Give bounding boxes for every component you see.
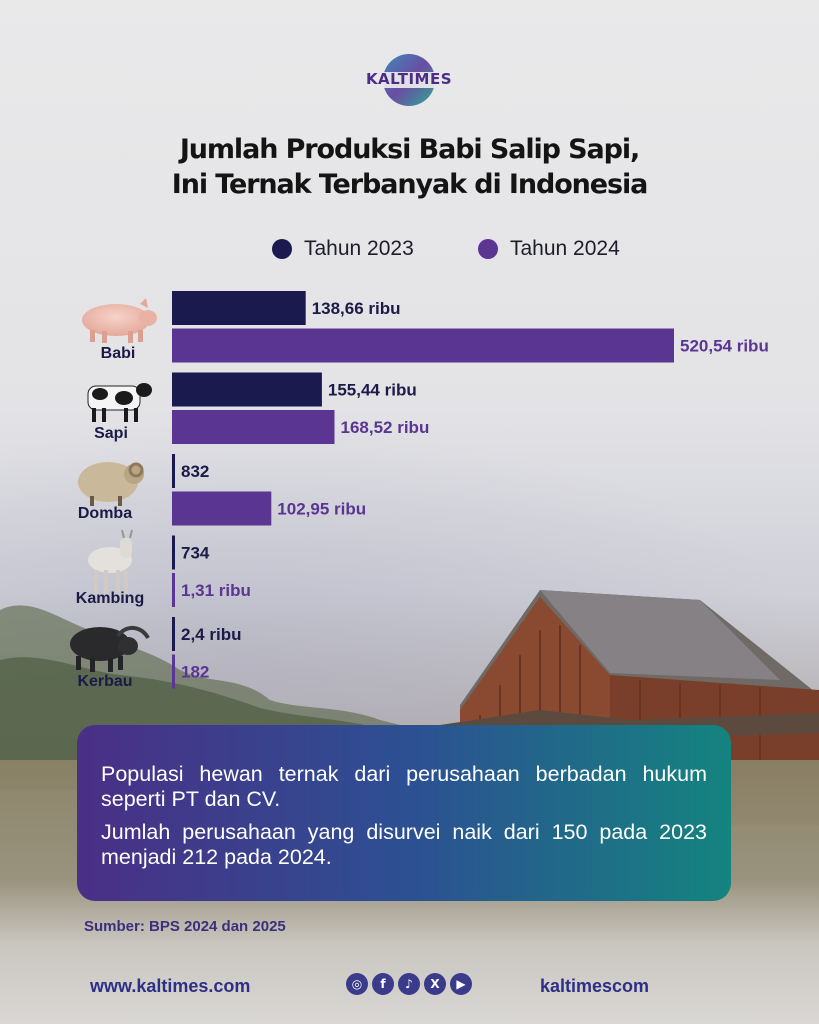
logo-globe-icon <box>349 54 469 106</box>
data-label-domba-2023: 832 <box>181 462 209 481</box>
bar-babi-2023 <box>172 291 306 325</box>
data-label-sapi-2023: 155,44 ribu <box>328 381 417 400</box>
legend-item-2023: Tahun 2023 <box>272 236 414 262</box>
legend-label-2023: Tahun 2023 <box>304 237 414 260</box>
legend-item-2024: Tahun 2024 <box>478 236 620 262</box>
bar-kerbau-2024 <box>172 654 175 689</box>
data-label-kambing-2024: 1,31 ribu <box>181 581 251 600</box>
kaltimes-logo: KALTIMES <box>349 52 469 108</box>
data-label-kerbau-2023: 2,4 ribu <box>181 625 241 644</box>
website-link[interactable]: www.kaltimes.com <box>90 976 251 996</box>
cow-icon <box>87 383 152 422</box>
pig-icon <box>82 298 157 343</box>
info-paragraph-1: Populasi hewan ternak dari perusahaan be… <box>101 762 707 811</box>
data-label-babi-2023: 138,66 ribu <box>312 299 401 318</box>
bar-sapi-2023 <box>172 372 322 407</box>
bar-kerbau-2023 <box>172 617 175 651</box>
legend-swatch-2024 <box>478 239 498 259</box>
social-handle[interactable]: kaltimescom <box>540 976 650 996</box>
data-label-babi-2024: 520,54 ribu <box>680 337 769 356</box>
data-label-domba-2024: 102,95 ribu <box>277 500 366 519</box>
goat-icon <box>88 529 133 594</box>
category-label-kambing: Kambing <box>76 590 144 607</box>
facebook-icon[interactable]: f <box>372 973 394 995</box>
page-title: Jumlah Produksi Babi Salip Sapi, Ini Ter… <box>60 132 759 202</box>
category-label-domba: Domba <box>78 505 132 522</box>
bar-babi-2024 <box>172 328 674 363</box>
title-line-1: Jumlah Produksi Babi Salip Sapi, <box>179 134 640 165</box>
category-label-kerbau: Kerbau <box>77 673 132 690</box>
bar-sapi-2024 <box>172 410 335 444</box>
source-note: Sumber: BPS 2024 dan 2025 <box>84 918 286 935</box>
bar-kambing-2023 <box>172 535 175 570</box>
x-icon[interactable]: X <box>424 973 446 995</box>
social-icons: ◎ f ♪ X ▶ <box>346 973 472 995</box>
title-line-2: Ini Ternak Terbanyak di Indonesia <box>171 169 649 200</box>
logo-text: KALTIMES <box>365 70 453 88</box>
info-paragraph-2: Jumlah perusahaan yang disurvei naik dar… <box>101 820 707 869</box>
animal-icons <box>70 298 157 672</box>
category-label-sapi: Sapi <box>94 425 128 442</box>
buffalo-icon <box>70 626 150 672</box>
tiktok-icon[interactable]: ♪ <box>398 973 420 995</box>
bar-chart: Babi 138,66 ribu 520,54 ribu Sapi 155,44 rib… <box>70 291 769 690</box>
legend-swatch-2023 <box>272 239 292 259</box>
info-box: Populasi hewan ternak dari perusahaan be… <box>77 725 731 901</box>
instagram-icon[interactable]: ◎ <box>346 973 368 995</box>
legend-label-2024: Tahun 2024 <box>510 237 620 260</box>
data-label-sapi-2024: 168,52 ribu <box>341 418 430 437</box>
data-label-kerbau-2024: 182 <box>181 663 209 682</box>
sheep-icon <box>78 462 144 506</box>
bar-kambing-2024 <box>172 573 175 607</box>
category-label-babi: Babi <box>101 345 136 362</box>
data-label-kambing-2023: 734 <box>181 544 210 563</box>
youtube-icon[interactable]: ▶ <box>450 973 472 995</box>
ground-fog <box>0 880 819 1024</box>
bar-domba-2024 <box>172 491 272 526</box>
bar-domba-2023 <box>172 454 175 488</box>
